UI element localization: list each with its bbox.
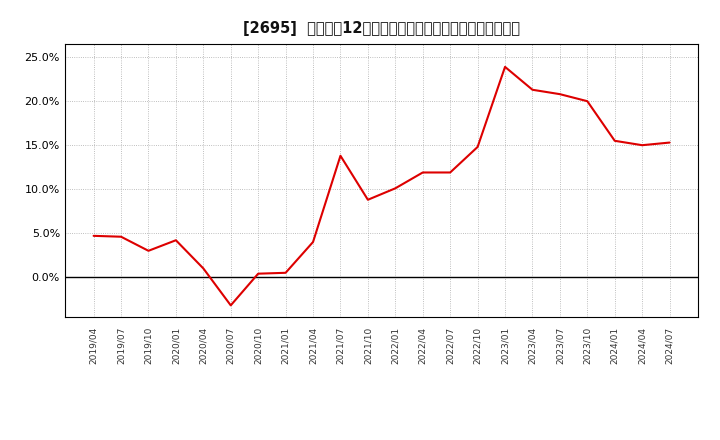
Title: [2695]  売上高の12か月移動合計の対前年同期増減率の推移: [2695] 売上高の12か月移動合計の対前年同期増減率の推移 bbox=[243, 21, 520, 36]
